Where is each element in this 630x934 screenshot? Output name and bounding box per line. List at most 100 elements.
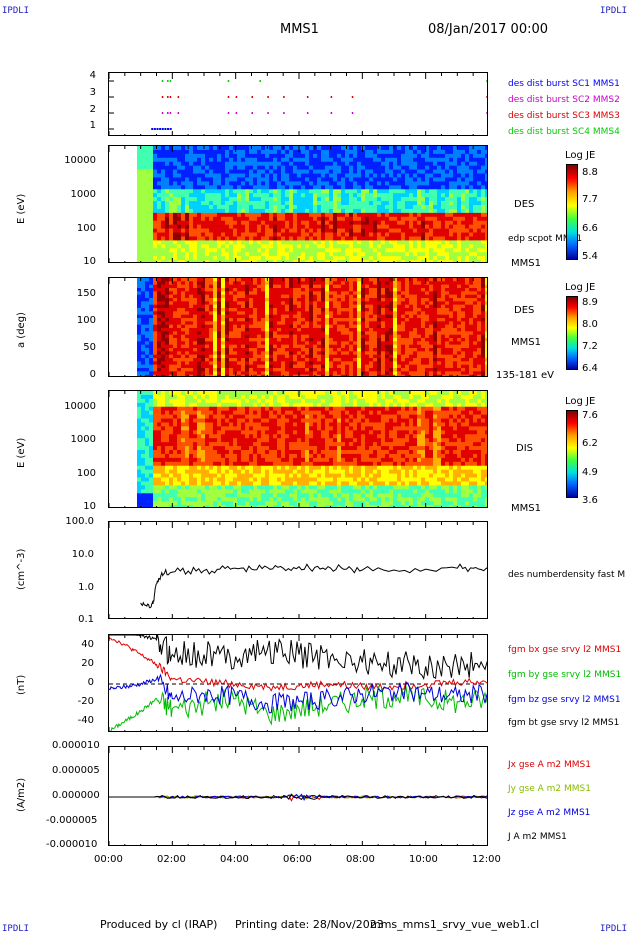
des-pitch-svg-cell-9-14 — [145, 324, 150, 329]
des-pitch-svg-cell-78-17 — [421, 334, 426, 339]
des-pitch-svg-cell-71-10 — [393, 311, 398, 315]
des-energy-svg-cell-7-22 — [137, 232, 142, 237]
des-energy-svg-cell-21-26 — [193, 248, 198, 253]
des-pitch-svg-cell-60-14 — [349, 324, 354, 329]
des-energy-svg-cell-12-12 — [157, 193, 162, 198]
des-energy-svg-cell-47-2 — [297, 153, 302, 159]
des-energy-svg-cell-83-25 — [441, 244, 446, 249]
des-pitch-svg-cell-26-27 — [213, 368, 218, 372]
des-energy-svg-cell-30-13 — [229, 197, 234, 202]
des-pitch-svg-cell-70-7 — [389, 301, 394, 305]
des-pitch-svg-cell-18-4 — [181, 291, 186, 295]
des-pitch-svg-cell-60-17 — [349, 334, 354, 339]
des-energy-svg-cell-92-21 — [477, 228, 482, 233]
des-pitch-svg-cell-10-11 — [149, 314, 154, 319]
des-pitch-svg-cell-48-24 — [301, 358, 306, 362]
des-pitch-svg-cell-36-6 — [253, 298, 258, 302]
des-pitch-svg-cell-12-19 — [157, 341, 162, 345]
des-energy-svg-cell-31-22 — [233, 232, 238, 237]
des-energy-svg-cell-11-10 — [153, 185, 158, 190]
des-energy-svg-cell-18-11 — [181, 189, 186, 194]
des-pitch-svg-cell-38-8 — [261, 304, 266, 309]
des-pitch-svg-cell-65-1 — [369, 281, 374, 285]
des-pitch-svg-cell-51-16 — [313, 331, 318, 335]
des-energy-svg-cell-75-0 — [409, 146, 414, 151]
des-pitch-svg-cell-73-15 — [401, 328, 406, 332]
des-pitch-svg-cell-55-28 — [329, 371, 334, 375]
des-energy-svg-cell-47-6 — [297, 169, 302, 174]
des-pitch-svg-cell-57-15 — [337, 328, 342, 332]
des-pitch-svg-cell-19-26 — [185, 364, 190, 369]
des-pitch-svg-cell-39-1 — [265, 281, 270, 285]
des-energy-svg-cell-29-16 — [225, 208, 230, 214]
des-pitch-svg-cell-65-14 — [369, 324, 374, 329]
des-pitch-svg-cell-15-24 — [169, 358, 174, 362]
des-energy-svg-cell-64-1 — [365, 149, 370, 155]
des-energy-svg-cell-23-6 — [201, 169, 206, 174]
des-pitch-svg-cell-70-11 — [389, 314, 394, 319]
des-pitch-svg-cell-41-14 — [273, 324, 278, 329]
des-pitch-svg-cell-45-27 — [289, 368, 294, 372]
des-energy-svg-cell-49-17 — [305, 212, 310, 218]
des-pitch-svg-cell-61-4 — [353, 291, 358, 295]
des-energy-svg-cell-60-14 — [349, 201, 354, 206]
des-energy-svg-cell-14-28 — [165, 256, 170, 261]
des-pitch-svg-cell-19-7 — [185, 301, 190, 305]
des-pitch-svg-cell-45-9 — [289, 308, 294, 312]
des-pitch-svg-cell-17-16 — [177, 331, 182, 335]
des-energy-svg-cell-73-10 — [401, 185, 406, 190]
des-energy-svg-cell-84-7 — [445, 173, 450, 178]
des-pitch-svg-cell-60-28 — [349, 371, 354, 375]
des-energy-svg-cell-16-27 — [173, 252, 178, 257]
des-pitch-svg-cell-75-20 — [409, 344, 414, 349]
des-energy-svg-cell-73-14 — [401, 201, 406, 206]
des-pitch-svg-cell-79-14 — [425, 324, 430, 329]
des-energy-svg-cell-12-25 — [157, 244, 162, 249]
des-energy-svg-cell-44-27 — [285, 252, 290, 257]
des-energy-svg-cell-17-17 — [177, 212, 182, 218]
des-energy-svg-cell-82-27 — [437, 252, 442, 257]
des-energy-svg-cell-46-2 — [293, 153, 298, 159]
des-pitch-svg-cell-66-14 — [373, 324, 378, 329]
des-pitch-svg-cell-10-29 — [149, 374, 154, 376]
des-energy-svg-cell-16-16 — [173, 208, 178, 214]
des-energy-svg-cell-43-26 — [281, 248, 286, 253]
des-energy-svg-cell-7-4 — [137, 161, 142, 166]
des-pitch-svg-cell-58-5 — [341, 294, 346, 299]
des-pitch-svg-cell-55-21 — [329, 348, 334, 352]
burst-mark-3-1 — [167, 96, 169, 98]
des-energy-svg-cell-87-28 — [457, 256, 462, 261]
des-energy-svg-cell-72-24 — [397, 240, 402, 245]
des-pitch-svg-cell-27-17 — [217, 334, 222, 339]
des-pitch-svg-cell-51-5 — [313, 294, 318, 299]
des-pitch-svg-cell-13-11 — [161, 314, 166, 319]
des-energy-svg-cell-21-10 — [193, 185, 198, 190]
des-pitch-svg-cell-21-4 — [193, 291, 198, 295]
des-energy-svg-cell-28-25 — [221, 244, 226, 249]
des-pitch-svg-cell-66-21 — [373, 348, 378, 352]
des-pitch-svg-cell-58-22 — [341, 351, 346, 355]
des-energy-svg-cell-81-27 — [433, 252, 438, 257]
des-energy-svg-cell-69-13 — [385, 197, 390, 202]
des-pitch-svg-cell-78-16 — [421, 331, 426, 335]
des-pitch-svg-cell-18-15 — [181, 328, 186, 332]
des-energy-svg-cell-16-1 — [173, 149, 178, 155]
des-energy-svg-cell-63-12 — [361, 193, 366, 198]
des-energy-svg-cell-79-10 — [425, 185, 430, 190]
des-energy-svg-cell-41-22 — [273, 232, 278, 237]
des-energy-svg-cell-91-7 — [473, 173, 478, 178]
des-energy-svg-cell-78-17 — [421, 212, 426, 218]
des-energy-svg-cell-71-1 — [393, 149, 398, 155]
des-pitch-svg-cell-35-1 — [249, 281, 254, 285]
des-pitch-svg-cell-61-18 — [353, 338, 358, 342]
des-pitch-svg-cell-56-18 — [333, 338, 338, 342]
des-energy-svg-cell-38-25 — [261, 244, 266, 249]
des-pitch-svg-cell-43-25 — [281, 361, 286, 365]
des-pitch-svg-cell-18-26 — [181, 364, 186, 369]
des-pitch-svg-cell-36-12 — [253, 318, 258, 322]
des-energy-svg-cell-84-1 — [445, 149, 450, 155]
des-energy-svg-cell-38-17 — [261, 212, 266, 218]
des-energy-svg-cell-76-26 — [413, 248, 418, 253]
des-energy-svg-cell-37-0 — [257, 146, 262, 151]
des-energy-svg-cell-12-0 — [157, 146, 162, 151]
